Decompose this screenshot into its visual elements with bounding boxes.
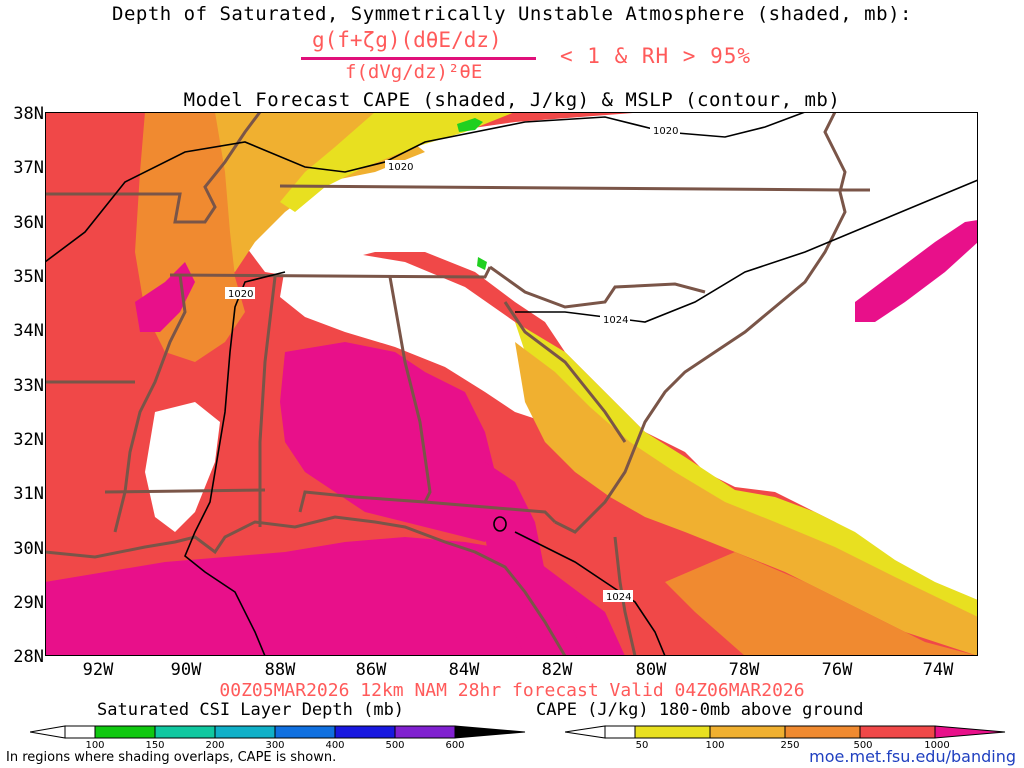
isobars — [45, 112, 978, 656]
map-subtitle: Model Forecast CAPE (shaded, J/kg) & MSL… — [183, 89, 841, 111]
csi-tick-150: 150 — [145, 740, 164, 751]
lat-label-38n: 38N — [13, 104, 44, 124]
lat-label-31n: 31N — [13, 484, 44, 504]
lat-label-28n: 28N — [13, 647, 44, 667]
csi-tick-400: 400 — [325, 740, 344, 751]
cape-1000-florida — [480, 462, 585, 656]
csi-spot-2 — [477, 257, 487, 270]
formula-condition: < 1 & RH > 95% — [560, 44, 752, 68]
cape-50-nw — [280, 112, 515, 212]
cape-tick-50: 50 — [636, 740, 649, 751]
cape-none-area-3 — [145, 402, 220, 532]
csi-bar-seg-6 — [394, 725, 456, 739]
isobar-label-bg-4 — [600, 313, 630, 325]
csi-bar-seg-3 — [214, 725, 276, 739]
isobar-label-2: 1020 — [388, 162, 413, 173]
csi-bar-arrow-right — [454, 725, 526, 739]
csi-bar-arrow-left — [30, 725, 66, 739]
cape-bar-seg-0 — [604, 725, 636, 739]
lat-label-37n: 37N — [13, 158, 44, 178]
lon-label-82w: 82W — [541, 660, 573, 680]
isobar-label-1: 1020 — [653, 126, 678, 137]
lon-label-80w: 80W — [635, 660, 667, 680]
csi-colorbar: 100 150 200 300 400 500 600 — [30, 725, 526, 751]
isobar-label-bg-3 — [225, 287, 255, 299]
state-boundaries — [45, 112, 870, 533]
cape-50-fringe — [515, 322, 978, 632]
lat-label-32n: 32N — [13, 430, 44, 450]
lon-label-92w: 92W — [82, 660, 114, 680]
isobar-label-3: 1020 — [228, 289, 253, 300]
cape-bar-seg-2 — [709, 725, 786, 739]
cape-100-fringe — [515, 342, 978, 656]
cape-250-fringe — [665, 552, 978, 656]
formula-numerator: g(f+ζg)(dθE/dz) — [312, 28, 502, 52]
csi-tick-100: 100 — [85, 740, 104, 751]
csi-bar-seg-4 — [274, 725, 336, 739]
lat-label-30n: 30N — [13, 539, 44, 559]
lon-label-74w: 74W — [922, 660, 954, 680]
isobar-label-5: 1024 — [606, 592, 631, 603]
cape-colorbar-title: CAPE (J/kg) 180-0mb above ground — [536, 700, 864, 720]
lon-label-84w: 84W — [448, 660, 480, 680]
lat-label-29n: 29N — [13, 593, 44, 613]
isobar-label-bg-2 — [385, 160, 415, 172]
isobar-label-4: 1024 — [603, 315, 628, 326]
lat-label-36n: 36N — [13, 213, 44, 233]
cape-1000-gulf — [45, 537, 625, 656]
source-link[interactable]: moe.met.fsu.edu/banding — [809, 747, 1016, 766]
cape-none-area — [235, 112, 978, 602]
cape-none-area-2 — [280, 252, 565, 422]
lon-label-86w: 86W — [355, 660, 387, 680]
csi-tick-300: 300 — [265, 740, 284, 751]
map-frame — [45, 112, 978, 656]
formula-denominator: f(dVg/dz)²θE — [345, 61, 483, 83]
map-title: Depth of Saturated, Symmetrically Unstab… — [112, 3, 912, 25]
csi-bar-seg-0 — [64, 725, 96, 739]
lon-label-78w: 78W — [728, 660, 760, 680]
lat-label-34n: 34N — [13, 321, 44, 341]
csi-bar-seg-2 — [154, 725, 216, 739]
csi-tick-600: 600 — [445, 740, 464, 751]
cape-1000-alabama — [280, 342, 505, 542]
cape-tick-100: 100 — [705, 740, 724, 751]
lon-label-90w: 90W — [170, 660, 202, 680]
cape-bar-arrow-left — [565, 725, 606, 739]
lat-label-35n: 35N — [13, 267, 44, 287]
cape-tick-500: 500 — [853, 740, 872, 751]
csi-bar-seg-1 — [94, 725, 156, 739]
cape-bar-arrow-right — [934, 725, 1006, 739]
cape-colorbar: 50 100 250 500 1000 — [565, 725, 1006, 751]
csi-colorbar-title: Saturated CSI Layer Depth (mb) — [97, 700, 405, 720]
csi-spot-1 — [457, 118, 483, 132]
lon-label-76w: 76W — [821, 660, 853, 680]
isobar-label-bg-5 — [603, 590, 633, 602]
isobar-label-group: 1020 1020 1020 1024 1024 — [225, 124, 680, 603]
csi-tick-500: 500 — [385, 740, 404, 751]
lon-label-88w: 88W — [264, 660, 296, 680]
csi-bar-seg-5 — [334, 725, 396, 739]
cape-tick-1000: 1000 — [924, 740, 949, 751]
cape-tick-250: 250 — [780, 740, 799, 751]
cape-bar-seg-1 — [634, 725, 711, 739]
overlap-note: In regions where shading overlaps, CAPE … — [6, 750, 337, 765]
weather-map: 1020 1020 1020 1024 1024 — [45, 112, 978, 656]
csi-tick-200: 200 — [205, 740, 224, 751]
formula-fraction-bar — [301, 57, 536, 60]
cape-bar-seg-4 — [859, 725, 936, 739]
forecast-run-info: 00Z05MAR2026 12km NAM 28hr forecast Vali… — [219, 680, 805, 701]
cape-1000-atlantic — [855, 220, 978, 322]
isobar-label-bg-1 — [650, 124, 680, 136]
cape-bar-seg-3 — [784, 725, 861, 739]
lat-label-33n: 33N — [13, 376, 44, 396]
